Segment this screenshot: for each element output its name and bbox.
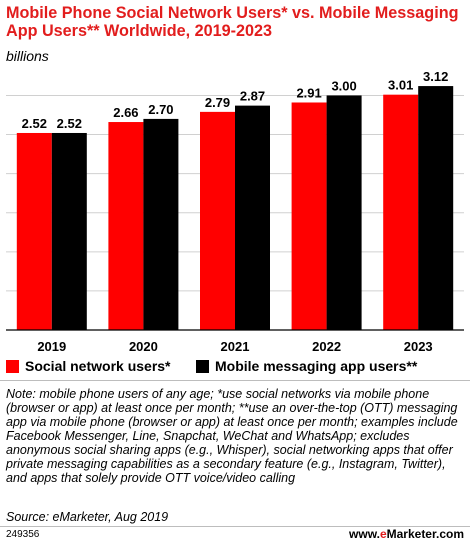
bar-social-2021: [200, 111, 235, 330]
bar-social-2022: [291, 102, 327, 330]
legend-swatch-social: [6, 359, 19, 373]
footnote: Note: mobile phone users of any age; *us…: [6, 387, 458, 485]
value-labels: 2.52 2.52 2.66 2.70 2.79 2.87 2.91 3.00 3.01 3.12: [22, 69, 449, 131]
value-label-social-2021: 2.79: [205, 95, 230, 110]
chart-title: Mobile Phone Social Network Users* vs. M…: [6, 4, 459, 40]
legend-label-social: Social network users*: [25, 358, 171, 374]
brand-prefix: www.: [349, 527, 380, 541]
x-tick-label-2020: 2020: [129, 339, 158, 354]
footer-divider: [0, 526, 470, 527]
legend-label-messaging: Mobile messaging app users**: [215, 358, 418, 374]
legend-item-social: Social network users*: [6, 358, 171, 374]
x-tick-label-2019: 2019: [37, 339, 66, 354]
x-tick-label-2021: 2021: [221, 339, 250, 354]
bar-messaging-2022: [326, 95, 362, 330]
value-label-social-2023: 3.01: [388, 78, 413, 93]
value-label-social-2022: 2.91: [296, 85, 321, 100]
bar-messaging-2021: [235, 105, 270, 330]
x-tick-label-2022: 2022: [312, 339, 341, 354]
divider: [0, 380, 470, 381]
bar-messaging-2020: [143, 118, 179, 330]
x-axis: 2019 2020 2021 2022 2023: [6, 329, 464, 354]
brand-suffix: Marketer.com: [386, 527, 464, 541]
chart-subtitle: billions: [6, 48, 49, 64]
bar-social-2019: [16, 132, 52, 330]
legend: Social network users* Mobile messaging a…: [6, 358, 466, 376]
chart-id: 249356: [6, 529, 40, 540]
value-label-messaging-2020: 2.70: [148, 102, 173, 117]
legend-item-messaging: Mobile messaging app users**: [196, 358, 417, 374]
legend-swatch-messaging: [196, 359, 209, 373]
value-label-messaging-2019: 2.52: [57, 116, 82, 131]
bar-social-2023: [383, 94, 419, 330]
bars: [16, 86, 454, 330]
value-label-social-2019: 2.52: [22, 116, 47, 131]
brand-logo: www.eMarketer.com: [349, 527, 464, 541]
value-label-social-2020: 2.66: [113, 105, 138, 120]
value-label-messaging-2021: 2.87: [240, 89, 265, 104]
value-label-messaging-2023: 3.12: [423, 69, 448, 84]
bar-messaging-2019: [51, 132, 87, 330]
x-tick-label-2023: 2023: [404, 339, 433, 354]
bar-chart: 2.52 2.52 2.66 2.70 2.79 2.87 2.91 3.00 3.01 3.12…: [6, 69, 464, 354]
bar-social-2020: [108, 122, 144, 330]
source: Source: eMarketer, Aug 2019: [6, 510, 169, 524]
bar-messaging-2023: [418, 86, 454, 330]
brand-e: e: [379, 527, 387, 541]
value-label-messaging-2022: 3.00: [331, 78, 356, 93]
